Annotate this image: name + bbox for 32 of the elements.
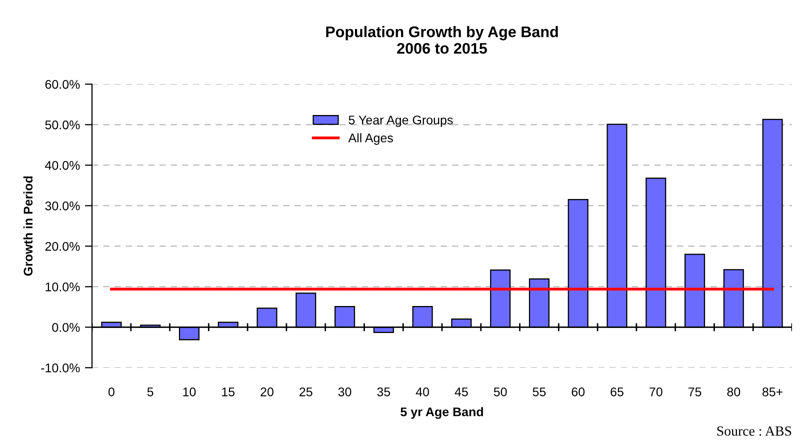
- x-tick-label: 35: [377, 387, 390, 396]
- y-tick-label: -10.0%: [41, 363, 80, 372]
- y-tick-label: 50.0%: [45, 120, 80, 130]
- y-tick-label: 0.0%: [52, 322, 80, 332]
- source-note: Source : ABS: [717, 426, 792, 436]
- x-tick-label: 0: [108, 387, 114, 396]
- x-axis-title: 5 yr Age Band: [400, 407, 483, 419]
- x-tick-label: 60: [572, 387, 585, 396]
- x-tick-label: 10: [183, 387, 196, 396]
- x-tick-label: 5: [147, 388, 154, 396]
- y-tick-label: 30.0%: [45, 201, 80, 210]
- x-tick-label: 75: [688, 388, 702, 396]
- y-tick-label: 20.0%: [45, 242, 80, 251]
- x-tick-label: 85+: [762, 387, 783, 396]
- x-tick-label: 80: [727, 387, 740, 396]
- x-tick-label: 55: [532, 388, 546, 396]
- x-tick-label: 70: [650, 387, 662, 396]
- x-tick-label: 15: [222, 388, 235, 396]
- x-tick-label: 20: [260, 387, 274, 396]
- x-tick-label: 65: [610, 387, 624, 396]
- x-tick-label: 25: [300, 387, 312, 396]
- y-tick-label: 40.0%: [45, 160, 80, 170]
- x-tick-label: 40: [416, 387, 430, 396]
- x-tick-label: 50: [494, 387, 507, 396]
- y-tick-label: 10.0%: [46, 282, 80, 292]
- chart-title: Population Growth by Age Band 2006 to 2015: [326, 26, 558, 54]
- y-tick-label: 60.0%: [45, 80, 80, 89]
- x-tick-label: 45: [454, 388, 468, 396]
- y-axis-title: Growth in Period: [23, 176, 33, 276]
- x-tick-label: 30: [338, 387, 352, 396]
- legend-label: All Ages: [348, 133, 393, 145]
- legend-label: 5 Year Age Groups: [348, 116, 453, 127]
